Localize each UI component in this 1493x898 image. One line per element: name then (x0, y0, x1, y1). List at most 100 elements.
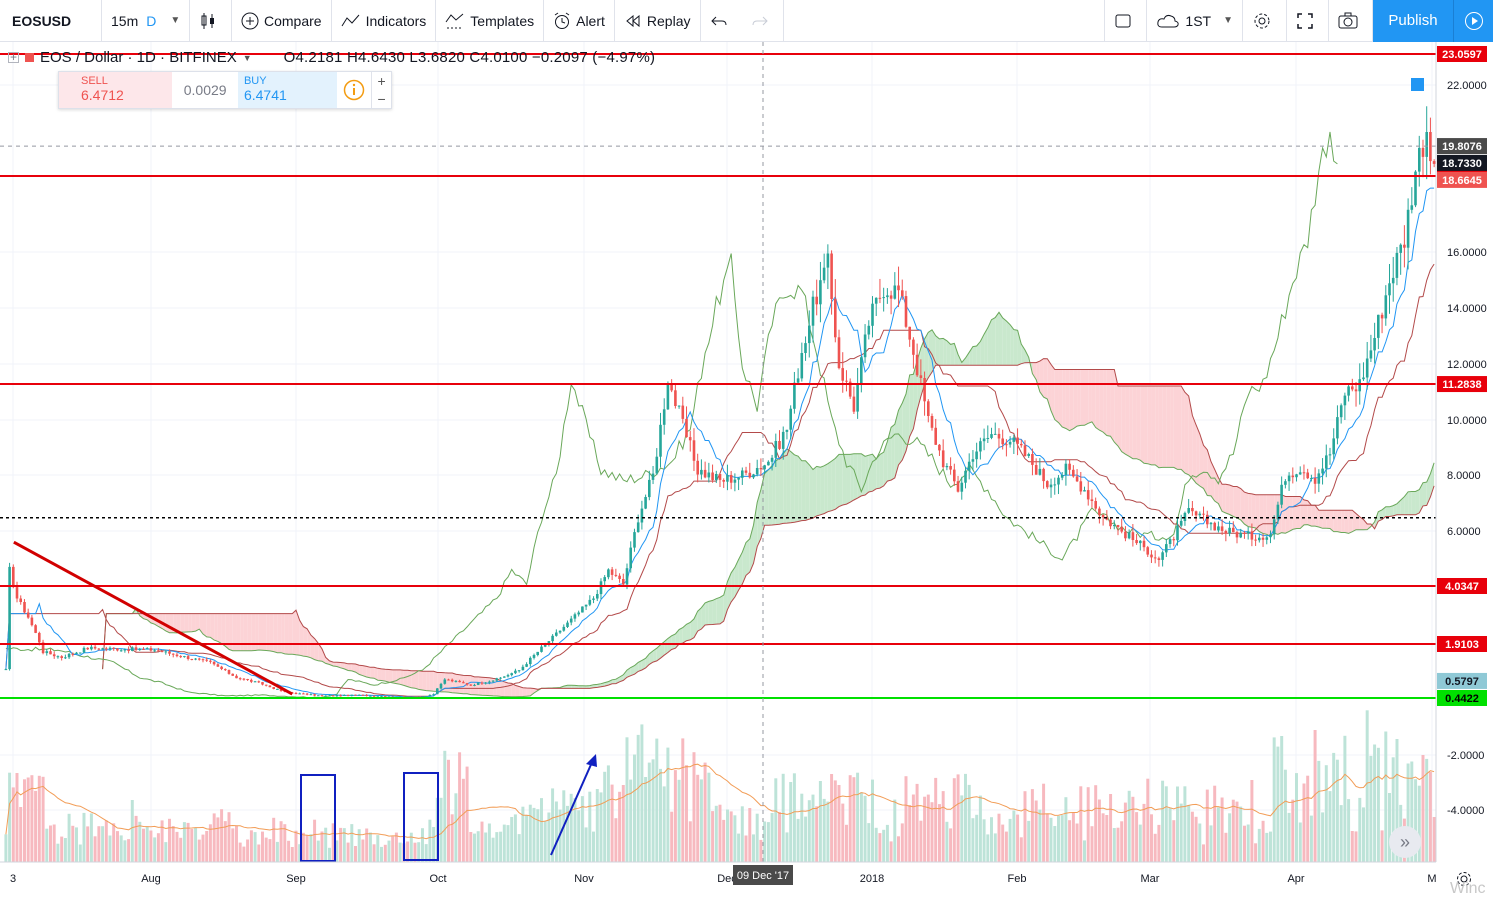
candle-body (1299, 472, 1302, 474)
candle (19, 595, 22, 604)
volume-bar (34, 791, 37, 862)
indicators-button[interactable]: Indicators (332, 0, 437, 42)
chevron-down-icon[interactable]: ▼ (243, 53, 252, 63)
kumo-segment (1334, 510, 1338, 531)
candle (1173, 537, 1176, 547)
settings-button[interactable] (1243, 0, 1287, 42)
legend-title[interactable]: EOS / Dollar · 1D · BITFINEX (40, 49, 237, 66)
candle (518, 670, 521, 673)
sell-button[interactable]: SELL 6.4712 (59, 72, 172, 108)
candle (1202, 507, 1205, 521)
volume-bar (1064, 797, 1067, 862)
candle-body (1429, 132, 1432, 161)
redo-button[interactable] (742, 0, 784, 42)
candle (1403, 225, 1406, 267)
legend-expand-icon[interactable]: + (8, 52, 19, 63)
candle-body (1347, 386, 1350, 395)
play-button[interactable] (1453, 0, 1493, 42)
volume-bar (1027, 821, 1030, 862)
plus-icon[interactable]: + (377, 73, 385, 89)
candle-body (987, 438, 990, 439)
alert-button[interactable]: Alert (544, 0, 615, 42)
candle (68, 653, 71, 659)
volume-bar (1053, 826, 1056, 862)
candle (239, 677, 242, 680)
candle (838, 330, 841, 370)
kumo-segment (486, 677, 490, 695)
volume-bar (581, 796, 584, 862)
kumo-segment (274, 614, 278, 653)
minus-icon[interactable]: − (377, 91, 385, 107)
kumo-segment (1233, 486, 1237, 517)
candle (362, 694, 365, 695)
level-price-tag: 1.9103 (1437, 636, 1487, 652)
symbol-label: EOSUSD (12, 13, 71, 29)
candle-body (19, 599, 22, 603)
kumo-segment (679, 628, 683, 644)
volume-bar (1102, 813, 1105, 862)
templates-icon (445, 12, 465, 30)
candle (533, 654, 536, 660)
volume-bar (1042, 784, 1045, 862)
candle-body (741, 471, 744, 478)
volume-bar (432, 827, 435, 862)
candle-body (343, 695, 346, 696)
candle (1050, 479, 1053, 498)
kumo-segment (1125, 386, 1129, 456)
candle (656, 448, 659, 475)
candle-body (1258, 538, 1261, 541)
undo-button[interactable] (701, 0, 742, 42)
candle-body (1362, 378, 1365, 380)
kumo-segment (1248, 493, 1252, 527)
volume-bar (685, 765, 688, 862)
volume-bar (797, 819, 800, 862)
snapshot-button[interactable] (1329, 0, 1373, 42)
buy-button[interactable]: BUY 6.4741 (238, 72, 337, 108)
candle-body (637, 522, 640, 532)
candle (1057, 475, 1060, 494)
chart-type-button[interactable] (190, 0, 232, 42)
kumo-segment (504, 682, 508, 697)
templates-label: Templates (470, 13, 534, 29)
candle-body (444, 680, 447, 684)
interval-select[interactable]: 15m D ▼ (102, 0, 190, 42)
horizontal-levels[interactable] (0, 42, 1436, 862)
candle (176, 653, 179, 657)
volume-bar (1321, 812, 1324, 862)
volume-bar (428, 820, 431, 862)
quantity-stepper[interactable]: + − (371, 72, 391, 108)
volume-bar (499, 832, 502, 862)
volume-bar (957, 774, 960, 862)
candle (551, 634, 554, 643)
templates-button[interactable]: Templates (436, 0, 544, 42)
candle-body (258, 681, 261, 682)
kumo-segment (1244, 492, 1248, 527)
kumo-segment (460, 675, 464, 694)
candle-body (827, 254, 830, 268)
price-chart[interactable]: 22.000016.000014.000012.000010.00008.000… (0, 42, 1493, 897)
scroll-to-realtime-button[interactable]: » (1389, 826, 1421, 858)
candle-body (484, 683, 487, 684)
candle (611, 567, 614, 580)
kumo-segment (196, 614, 200, 632)
replay-button[interactable]: Replay (615, 0, 701, 42)
compare-button[interactable]: Compare (232, 0, 332, 42)
candle (927, 399, 930, 422)
candle-body (90, 647, 93, 650)
publish-button[interactable]: Publish (1373, 0, 1453, 42)
candle-body (1195, 511, 1198, 515)
kumo-segment (828, 461, 832, 512)
info-button[interactable] (337, 72, 371, 108)
expand-button[interactable] (1287, 0, 1329, 42)
candle-body (172, 654, 175, 655)
layout-select[interactable]: 1ST ▼ (1147, 0, 1243, 42)
symbol-search[interactable]: EOSUSD (0, 0, 102, 42)
candle (1184, 512, 1187, 526)
kumo-segment (1099, 370, 1103, 433)
kumo-segment (1304, 500, 1308, 525)
candle-body (1180, 521, 1183, 526)
volume-bar (912, 795, 915, 863)
fullscreen-toggle-button[interactable] (1104, 0, 1147, 42)
candle (827, 244, 830, 289)
volume-bar (220, 809, 223, 862)
